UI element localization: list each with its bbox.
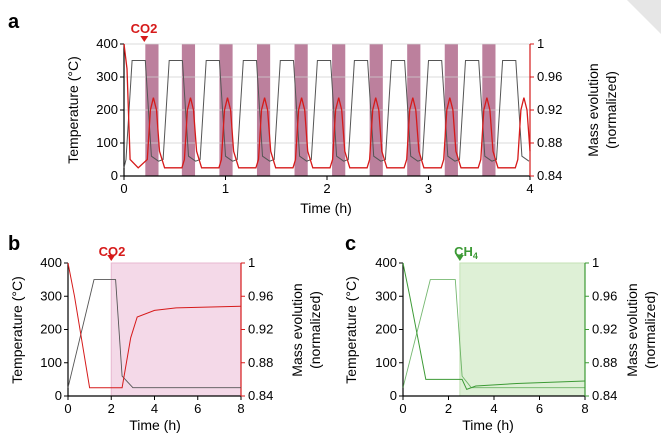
x-tick-label-0: 0 <box>399 401 406 416</box>
y-right-tick-label-2: 0.92 <box>248 322 273 337</box>
y-left-tick-label-2: 200 <box>375 322 397 337</box>
panel-a-plot: 0 1 2 3 4 0 100 200 300 400 0.84 0.88 0.92 0.96 1 <box>96 36 562 196</box>
panel-c-ylabel-right-1: Mass evolution <box>624 283 640 376</box>
x-tick-label-2: 2 <box>323 181 330 196</box>
panel-c-letter: c <box>345 233 356 255</box>
panel-c-xlabel: Time (h) <box>462 417 514 433</box>
y-right-tick-label-4: 1 <box>592 255 599 270</box>
y-left-tick-label-4: 400 <box>40 255 62 270</box>
y-left-tick-label-1: 100 <box>96 135 118 150</box>
shaded-region <box>459 262 586 397</box>
x-tick-label-3: 3 <box>425 181 432 196</box>
x-tick-label-4: 8 <box>581 401 588 416</box>
y-left-tick-label-2: 200 <box>40 322 62 337</box>
marker-triangle <box>455 255 464 261</box>
panel-a-letter: a <box>8 11 20 33</box>
x-tick-label-0: 0 <box>120 181 127 196</box>
panel-c-ylabel-right-2: (normalized) <box>642 291 658 369</box>
x-tick-label-3: 6 <box>194 401 201 416</box>
y-left-tick-label-1: 100 <box>375 355 397 370</box>
corner-fold-decoration <box>627 0 661 34</box>
panel-b-ylabel-right-2: (normalized) <box>307 291 323 369</box>
y-left-tick-label-0: 0 <box>390 388 397 403</box>
y-right-tick-label-0: 0.84 <box>248 388 273 403</box>
y-left-tick-label-4: 400 <box>96 36 118 51</box>
y-right-tick-label-4: 1 <box>248 255 255 270</box>
panel-a: a 0 1 2 3 4 0 100 200 300 400 0.84 0.88 0.92 0.96 1 Ti… <box>8 11 619 216</box>
shaded-region <box>110 262 242 397</box>
temperature-line <box>402 279 585 389</box>
y-left-tick-label-2: 200 <box>96 102 118 117</box>
mass-line <box>402 262 586 391</box>
y-right-tick-label-0: 0.84 <box>537 168 562 183</box>
y-left-tick-label-3: 300 <box>40 288 62 303</box>
marker-triangle <box>107 255 116 261</box>
x-tick-label-1: 1 <box>222 181 229 196</box>
panel-b-xlabel: Time (h) <box>129 417 181 433</box>
panel-c: c 0 2 4 6 8 0 100 200 300 400 0.84 0.88 0.92 0.96 1 Ti… <box>343 233 658 433</box>
mass-line <box>67 262 242 389</box>
panel-a-ylabel-left: Temperature (°C) <box>65 56 81 164</box>
y-left-tick-label-4: 400 <box>375 255 397 270</box>
panel-a-ylabel-right-1: Mass evolution <box>585 63 601 156</box>
panel-a-marker-label: CO2 <box>131 21 158 36</box>
x-tick-label-2: 4 <box>490 401 497 416</box>
y-right-tick-label-3: 0.96 <box>592 288 617 303</box>
panel-a-xlabel: Time (h) <box>300 200 352 216</box>
x-tick-label-1: 2 <box>445 401 452 416</box>
panel-b-ylabel-left: Temperature (°C) <box>9 276 25 384</box>
panel-b-plot: 0 2 4 6 8 0 100 200 300 400 0.84 0.88 0.92 0.96 1 <box>40 255 273 416</box>
y-right-tick-label-4: 1 <box>537 36 544 51</box>
x-tick-label-2: 4 <box>151 401 158 416</box>
x-tick-label-1: 2 <box>108 401 115 416</box>
y-right-tick-label-1: 0.88 <box>248 355 273 370</box>
x-tick-label-3: 6 <box>536 401 543 416</box>
y-left-tick-label-1: 100 <box>40 355 62 370</box>
marker-triangle <box>140 36 149 42</box>
y-right-tick-label-1: 0.88 <box>592 355 617 370</box>
panel-b-marker-label: CO2 <box>99 244 126 259</box>
y-left-tick-label-3: 300 <box>96 69 118 84</box>
panel-b-ylabel-right-1: Mass evolution <box>289 283 305 376</box>
y-right-tick-label-3: 0.96 <box>537 69 562 84</box>
x-tick-label-4: 4 <box>526 181 533 196</box>
panel-b-letter: b <box>8 233 20 255</box>
y-left-tick-label-0: 0 <box>111 168 118 183</box>
panel-a-ylabel-right-2: (normalized) <box>603 71 619 149</box>
x-tick-label-4: 8 <box>237 401 244 416</box>
panel-b: b 0 2 4 6 8 0 100 200 300 400 0.84 0.88 0.92 0.96 1 Ti… <box>8 233 323 433</box>
y-right-tick-label-2: 0.92 <box>592 322 617 337</box>
y-left-tick-label-0: 0 <box>55 388 62 403</box>
y-right-tick-label-1: 0.88 <box>537 135 562 150</box>
x-tick-label-0: 0 <box>64 401 71 416</box>
y-left-tick-label-3: 300 <box>375 288 397 303</box>
temperature-line <box>67 279 241 389</box>
mass-line <box>123 43 531 169</box>
panel-c-plot: 0 2 4 6 8 0 100 200 300 400 0.84 0.88 0.92 0.96 1 <box>375 255 617 416</box>
panel-c-ylabel-left: Temperature (°C) <box>343 276 359 384</box>
y-right-tick-label-2: 0.92 <box>537 102 562 117</box>
y-right-tick-label-3: 0.96 <box>248 288 273 303</box>
y-right-tick-label-0: 0.84 <box>592 388 617 403</box>
panel-c-marker-label: CH4 <box>454 244 478 261</box>
